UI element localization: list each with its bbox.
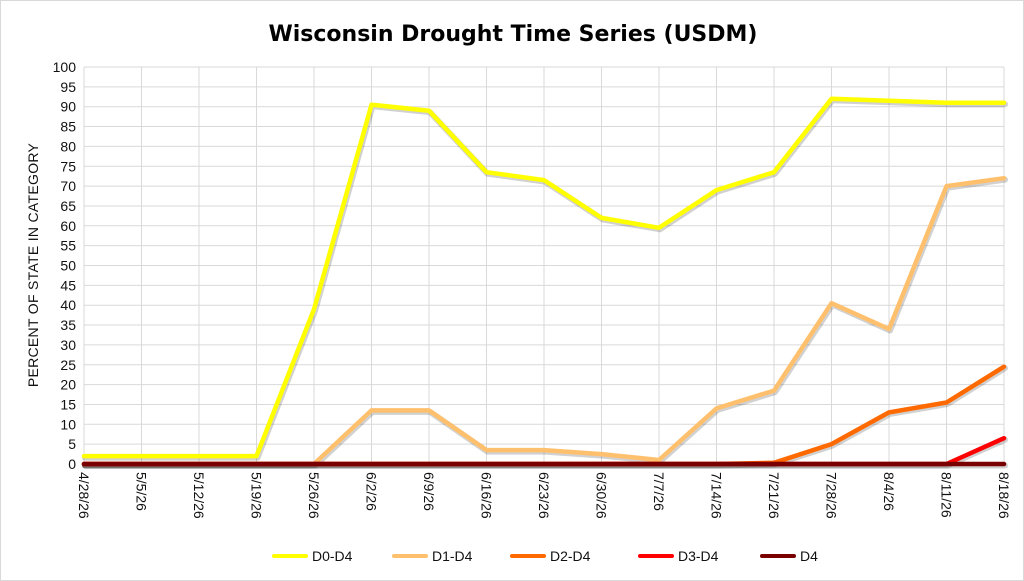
chart-title: Wisconsin Drought Time Series (USDM) xyxy=(268,22,757,47)
y-tick-label: 100 xyxy=(53,59,77,75)
y-tick-label: 85 xyxy=(60,119,76,135)
legend-item-d1-d4: D1-D4 xyxy=(392,548,473,564)
legend-label: D0-D4 xyxy=(312,548,353,564)
series-lines xyxy=(81,96,1008,469)
y-tick-label: 70 xyxy=(60,178,76,194)
x-tick-label: 5/26/26 xyxy=(306,472,322,519)
y-tick-label: 40 xyxy=(60,297,76,313)
legend-item-d4: D4 xyxy=(760,548,818,564)
y-tick-label: 0 xyxy=(68,456,76,472)
x-tick-label: 8/11/26 xyxy=(939,472,955,518)
legend-label: D4 xyxy=(800,548,818,564)
y-tick-label: 25 xyxy=(60,357,76,373)
y-tick-label: 50 xyxy=(60,258,76,274)
x-tick-label: 6/2/26 xyxy=(364,472,380,511)
legend-item-d0-d4: D0-D4 xyxy=(272,548,353,564)
x-tick-label: 6/9/26 xyxy=(421,472,437,511)
x-tick-label: 7/28/26 xyxy=(824,472,840,519)
legend-label: D1-D4 xyxy=(432,548,473,564)
x-axis-ticks: 4/28/26 5/5/26 5/12/26 5/19/26 5/26/26 6/2/26… xyxy=(76,472,1012,519)
x-tick-label: 8/4/26 xyxy=(881,472,897,511)
y-tick-label: 10 xyxy=(60,416,76,432)
y-tick-label: 65 xyxy=(60,198,76,214)
y-tick-label: 35 xyxy=(60,317,76,333)
y-tick-label: 80 xyxy=(60,138,76,154)
y-axis-label: PERCENT OF STATE IN CATEGORY xyxy=(25,142,41,387)
y-tick-label: 5 xyxy=(68,436,76,452)
y-tick-label: 20 xyxy=(60,377,76,393)
y-tick-label: 15 xyxy=(60,396,76,412)
x-tick-label: 4/28/26 xyxy=(76,472,92,519)
legend-item-d3-d4: D3-D4 xyxy=(638,548,719,564)
y-tick-label: 60 xyxy=(60,218,76,234)
x-tick-label: 5/19/26 xyxy=(249,472,265,519)
y-tick-label: 90 xyxy=(60,99,76,115)
x-tick-label: 8/18/26 xyxy=(996,472,1012,519)
x-tick-label: 6/30/26 xyxy=(594,472,610,519)
x-tick-label: 7/7/26 xyxy=(651,472,667,511)
x-tick-label: 7/14/26 xyxy=(709,472,725,519)
y-tick-label: 55 xyxy=(60,238,76,254)
legend-item-d2-d4: D2-D4 xyxy=(510,548,591,564)
y-tick-label: 45 xyxy=(60,277,76,293)
x-tick-label: 5/5/26 xyxy=(134,472,150,511)
grid xyxy=(83,66,1005,465)
x-tick-label: 7/21/26 xyxy=(766,472,782,519)
legend: D0-D4 D1-D4 D2-D4 D3-D4 D4 xyxy=(272,548,818,564)
legend-label: D2-D4 xyxy=(550,548,591,564)
x-tick-label: 6/23/26 xyxy=(536,472,552,519)
y-tick-label: 75 xyxy=(60,158,76,174)
x-tick-label: 6/16/26 xyxy=(479,472,495,519)
y-tick-label: 95 xyxy=(60,79,76,95)
y-tick-label: 30 xyxy=(60,337,76,353)
x-tick-label: 5/12/26 xyxy=(191,472,207,519)
series-line-d0-d4 xyxy=(81,96,1007,459)
y-axis-ticks: 0 5 10 15 20 25 30 35 40 45 50 55 60 65 70 75 80 85 90 95 10… xyxy=(53,59,77,472)
legend-label: D3-D4 xyxy=(678,548,719,564)
